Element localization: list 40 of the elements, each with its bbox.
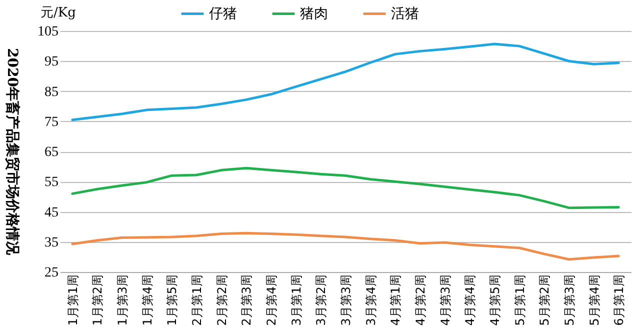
x-tick-label: 2月第3周 — [240, 274, 254, 326]
x-tick-label: 1月第3周 — [116, 274, 130, 326]
y-axis-title: 元/Kg — [40, 6, 76, 20]
y-tick-label: 45 — [44, 205, 58, 220]
x-tick-label: 1月第4周 — [140, 274, 154, 326]
legend-label: 活猪 — [391, 6, 419, 22]
x-tick-label: 6月第1周 — [612, 274, 626, 326]
text: 2020年畜产品集贸市场价格情况 — [4, 48, 21, 256]
x-tick-label: 4月第2周 — [413, 274, 428, 326]
line-series — [71, 166, 620, 210]
y-tick-label: 105 — [38, 24, 58, 40]
x-tick-label: 3月第2周 — [314, 274, 328, 326]
x-tick-label: 1月第1周 — [66, 274, 80, 326]
x-tick-label: 4月第1周 — [388, 274, 403, 326]
legend-label: 猪肉 — [300, 6, 328, 22]
x-tick-label: 1月第5周 — [165, 274, 180, 326]
x-tick-label: 3月第3周 — [339, 274, 353, 326]
y-tick-label: 95 — [44, 54, 58, 70]
x-tick-label: 4月第3周 — [438, 274, 452, 326]
line-series — [71, 42, 620, 122]
y-tick-label: 85 — [44, 84, 58, 100]
x-tick-label: 4月第4周 — [463, 274, 478, 326]
y-tick-label: 65 — [44, 145, 58, 160]
legend-label: 仔猪 — [209, 6, 237, 22]
x-tick-label: 2月第4周 — [264, 274, 279, 326]
x-tick-label: 5月第3周 — [562, 274, 576, 326]
y-tick-label: 25 — [44, 266, 58, 280]
y-tick-label: 55 — [44, 175, 58, 190]
x-tick-label: 4月第5周 — [488, 274, 502, 326]
x-tick-label: 3月第4周 — [364, 274, 378, 326]
y-tick-label: 75 — [44, 114, 58, 130]
x-tick-label: 5月第1周 — [512, 274, 527, 326]
x-tick-label: 3月第1周 — [289, 274, 304, 326]
line-series — [71, 232, 620, 261]
x-tick-label: 5月第2周 — [538, 274, 552, 326]
x-tick-label: 2月第1周 — [190, 274, 204, 326]
x-tick-label: 1月第2周 — [90, 274, 105, 326]
y-tick-label: 35 — [44, 235, 58, 250]
x-tick-label: 5月第4周 — [587, 274, 602, 326]
x-tick-label: 2月第2周 — [214, 274, 229, 326]
